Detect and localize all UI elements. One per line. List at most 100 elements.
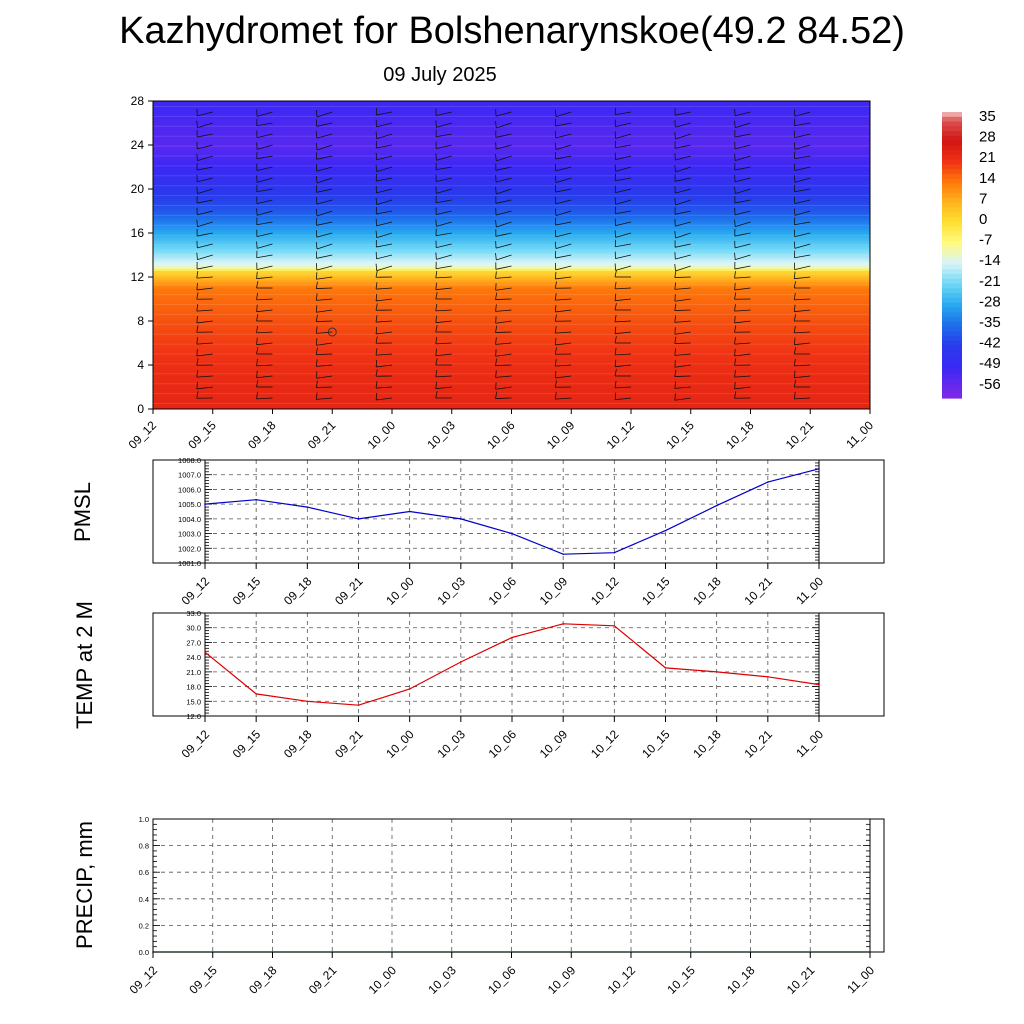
wind-barb-flag — [495, 358, 498, 366]
wind-barb — [375, 263, 393, 272]
wind-barb-flag — [734, 120, 736, 128]
wind-barb — [793, 370, 811, 379]
colorbar-cell — [942, 374, 962, 380]
wind-barb — [495, 271, 512, 279]
wind-barb — [256, 163, 273, 171]
wind-barb-shaft — [376, 155, 393, 161]
colorbar-cell — [942, 226, 962, 232]
wind-barb — [793, 271, 811, 280]
wind-barb — [674, 207, 691, 215]
wind-barb-shaft — [615, 210, 632, 215]
x-tick-label: 10_09 — [537, 727, 571, 761]
y-tick-label: 18.0 — [186, 683, 201, 692]
heatmap-band — [153, 283, 870, 287]
heatmap-band — [153, 164, 870, 168]
wind-barb-shaft — [794, 364, 811, 367]
wind-barb-flag — [196, 381, 198, 389]
wind-barb-flag — [674, 303, 677, 311]
wind-barb-shaft — [196, 199, 213, 204]
heatmap-bands — [153, 101, 870, 409]
y-axis-label: PRECIP, mm — [72, 821, 97, 949]
heatmap-band — [153, 371, 870, 375]
colorbar: 35 28 21 14 7 0 -7 -14 -21 -28 -35 -42 -49 -56 — [942, 108, 1001, 399]
wind-barb-flag — [256, 109, 258, 117]
wind-barb-shaft — [675, 155, 691, 161]
wind-barb — [554, 392, 572, 400]
wind-barb-shaft — [674, 320, 691, 323]
wind-barb — [794, 196, 811, 204]
wind-barb-flag — [554, 347, 557, 355]
wind-barb — [375, 348, 393, 356]
wind-barb-shaft — [555, 375, 572, 379]
wind-barb — [315, 208, 333, 217]
heatmap-band — [153, 294, 870, 298]
colorbar-cell — [942, 112, 962, 118]
wind-barb-flag — [734, 391, 737, 399]
wind-barb-shaft — [794, 122, 811, 127]
x-tick-label: 10_18 — [724, 963, 758, 997]
heatmap-band — [153, 173, 870, 177]
wind-barb-flag — [375, 197, 378, 205]
wind-barb — [554, 281, 572, 289]
colorbar-cell — [942, 283, 962, 289]
wind-barb — [614, 185, 632, 193]
heatmap-band — [153, 197, 870, 201]
wind-barb-flag — [196, 337, 199, 345]
wind-barb-shaft — [257, 144, 273, 150]
colorbar-label: 21 — [979, 149, 996, 166]
wind-barb — [734, 348, 751, 357]
wind-barb — [674, 381, 691, 389]
heatmap-band — [153, 101, 870, 104]
data-point — [460, 518, 462, 520]
wind-barb — [674, 270, 691, 278]
y-tick-label: 16 — [131, 226, 145, 240]
wind-barb-shaft — [495, 287, 512, 291]
heatmap-band — [153, 384, 870, 388]
wind-barb — [495, 120, 512, 129]
wind-barb — [375, 359, 393, 368]
wind-barb — [256, 281, 273, 289]
colorbar-cell — [942, 121, 962, 127]
wind-barb — [794, 118, 811, 127]
wind-barb — [435, 108, 452, 116]
wind-barb-shaft — [555, 155, 572, 160]
wind-barb-shaft — [615, 386, 632, 389]
wind-barb — [315, 392, 333, 400]
wind-barb — [375, 270, 393, 278]
heatmap-band — [153, 389, 870, 392]
wind-barb-shaft — [735, 188, 751, 195]
wind-barb-shaft — [316, 144, 333, 151]
wind-barb-shaft — [615, 144, 632, 149]
wind-barb — [554, 337, 572, 346]
heatmap-band — [153, 356, 870, 359]
wind-barb-shaft — [675, 111, 691, 116]
wind-barb-shaft — [435, 353, 452, 357]
heatmap-band — [153, 261, 870, 265]
wind-barb-shaft — [734, 342, 751, 345]
wind-barb — [196, 120, 213, 129]
wind-barb — [196, 141, 213, 150]
wind-barb-shaft — [436, 243, 452, 248]
wind-barb — [793, 358, 811, 367]
wind-barb — [435, 162, 452, 171]
wind-barb — [554, 241, 572, 250]
y-tick-label: 0.2 — [139, 921, 149, 930]
wind-barb-shaft — [435, 232, 452, 237]
heatmap-band — [153, 310, 870, 313]
wind-barb — [196, 163, 213, 171]
wind-barb — [435, 219, 452, 227]
wind-barb-flag — [196, 370, 199, 378]
wind-barb-shaft — [196, 276, 213, 279]
wind-barb-shaft — [256, 375, 273, 379]
heatmap-band — [153, 398, 870, 401]
wind-barb — [734, 262, 751, 270]
wind-barb — [256, 304, 273, 313]
heatmap-band — [153, 365, 870, 368]
wind-barb-flag — [554, 359, 557, 367]
wind-barb — [614, 251, 632, 259]
wind-barb-shaft — [496, 221, 512, 228]
wind-barb-flag — [793, 271, 796, 279]
wind-barb-flag — [734, 153, 736, 161]
colorbar-cell — [942, 340, 962, 347]
wind-barb-shaft — [376, 243, 393, 248]
